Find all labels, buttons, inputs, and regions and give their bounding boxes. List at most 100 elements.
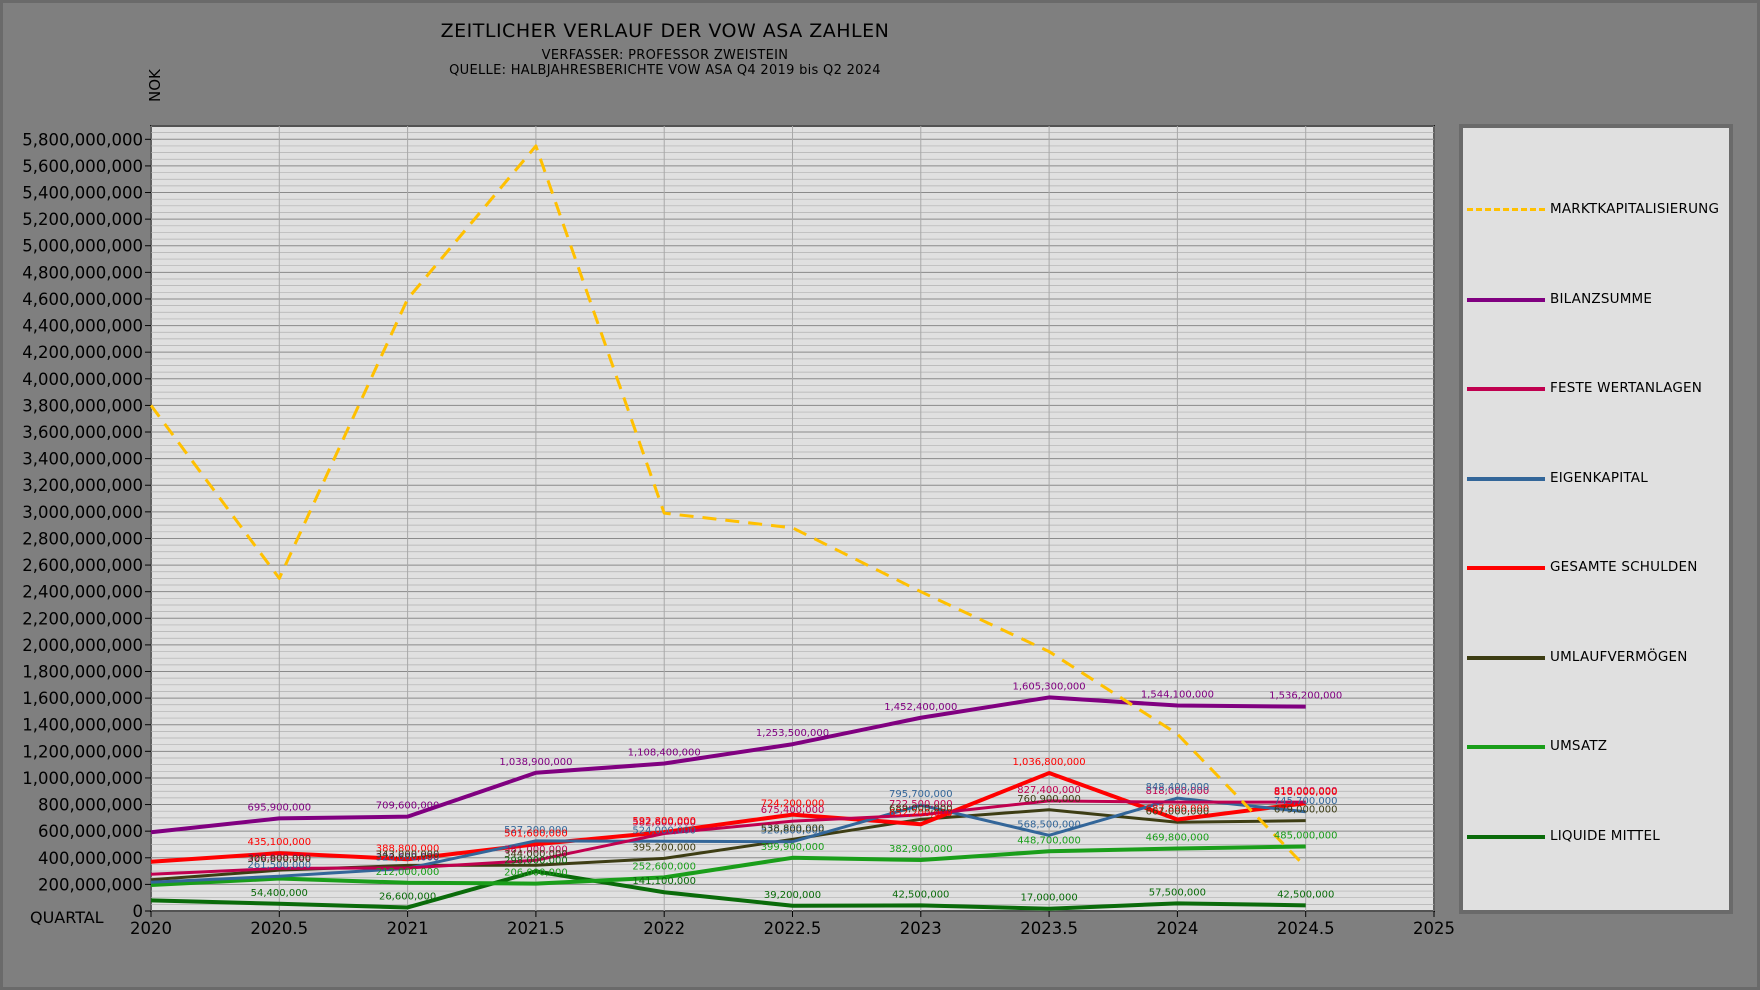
legend-label: UMSATZ	[1550, 738, 1608, 754]
y-tick-label: 4,600,000,000	[22, 290, 143, 309]
data-label: 388,800,000	[376, 843, 440, 854]
data-label: 141,100,000	[632, 876, 696, 887]
legend-label: GESAMTE SCHULDEN	[1550, 559, 1698, 575]
data-labels: 695,900,000 709,600,000 1,038,900,000 1,108…	[247, 681, 1342, 903]
data-label: 667,000,000	[1146, 806, 1210, 817]
title-block: ZEITLICHER VERLAUF DER VOW ASA ZAHLEN VE…	[0, 20, 1330, 78]
data-label: 722,500,000	[889, 799, 953, 810]
data-label: 212,000,000	[376, 867, 440, 878]
y-tick-label: 3,800,000,000	[22, 396, 143, 415]
legend-item: GESAMTE SCHULDEN	[1467, 558, 1727, 578]
legend-swatch	[1467, 745, 1545, 749]
legend-item: EIGENKAPITAL	[1467, 469, 1727, 489]
data-label: 39,200,000	[764, 890, 821, 901]
y-tick-label: 5,600,000,000	[22, 157, 143, 176]
y-tick-label: 4,400,000,000	[22, 317, 143, 336]
chart-subtitle-author: VERFASSER: PROFESSOR ZWEISTEIN	[541, 48, 789, 63]
y-tick-label: 2,000,000,000	[22, 636, 143, 655]
y-tick-label: 3,400,000,000	[22, 450, 143, 469]
x-tick-label: 2024	[1156, 919, 1198, 938]
data-label: 344,000,000	[504, 849, 568, 860]
y-tick-label: 2,200,000,000	[22, 609, 143, 628]
data-label: 1,536,200,000	[1269, 691, 1342, 702]
legend-label: EIGENKAPITAL	[1550, 469, 1648, 486]
data-label: 252,600,000	[632, 861, 696, 872]
data-label: 435,100,000	[247, 837, 311, 848]
data-label: 679,000,000	[1274, 805, 1338, 816]
y-tick-label: 1,400,000,000	[22, 716, 143, 735]
data-label: 827,400,000	[1017, 785, 1081, 796]
series-line-feste-wertanlagen	[150, 799, 1306, 876]
data-label: 538,800,000	[761, 823, 825, 834]
y-tick-label: 200,000,000	[38, 875, 143, 894]
y-axis-label: NOK	[146, 68, 164, 102]
x-tick-label: 2022.5	[764, 919, 822, 938]
legend-label: BILANZSUMME	[1550, 290, 1653, 307]
y-tick-label: 5,200,000,000	[22, 210, 143, 229]
data-label: 1,452,400,000	[884, 702, 957, 713]
legend-item: BILANZSUMME	[1467, 290, 1727, 310]
series-line-marktkapitalisierung	[149, 144, 1307, 869]
data-label: 298,000,000	[504, 855, 568, 866]
legend-item: MARKTKAPITALISIERUNG	[1467, 200, 1727, 220]
y-tick-label: 5,400,000,000	[22, 184, 143, 203]
data-label: 469,800,000	[1146, 832, 1210, 843]
x-tick-label: 2020.5	[250, 919, 308, 938]
y-tick-label: 3,600,000,000	[22, 423, 143, 442]
data-label: 306,800,000	[247, 854, 311, 865]
data-label: 592,800,000	[632, 816, 696, 827]
data-label: 320,600,000	[247, 852, 311, 863]
data-label: 1,036,800,000	[1013, 757, 1086, 768]
data-label: 818,000,000	[1146, 786, 1210, 797]
y-tick-label: 5,000,000,000	[22, 237, 143, 256]
y-tick-label: 2,800,000,000	[22, 529, 143, 548]
data-label: 261,500,000	[247, 860, 311, 871]
x-tick-label: 2020	[130, 919, 172, 938]
data-label: 17,000,000	[1020, 893, 1077, 904]
data-label: 57,500,000	[1149, 887, 1206, 898]
data-label: 1,544,100,000	[1141, 690, 1214, 701]
y-tick-label: 2,600,000,000	[22, 556, 143, 575]
series-line-gesamte-schulden	[150, 771, 1306, 864]
legend-item: UMLAUFVERMÖGEN	[1467, 648, 1727, 668]
data-label: 448,700,000	[1017, 835, 1081, 846]
legend-item: UMSATZ	[1467, 737, 1727, 757]
data-label: 42,500,000	[892, 889, 949, 900]
legend: MARKTKAPITALISIERUNG BILANZSUMME FESTE WER…	[1459, 124, 1733, 914]
y-tick-label: 5,800,000,000	[22, 130, 143, 149]
legend-swatch	[1467, 297, 1545, 302]
legend-swatch	[1467, 566, 1545, 570]
data-label: 42,500,000	[1277, 889, 1334, 900]
legend-label: LIQUIDE MITTEL	[1550, 827, 1660, 844]
data-label: 26,600,000	[379, 891, 436, 902]
chart-title: ZEITLICHER VERLAUF DER VOW ASA ZAHLEN	[440, 20, 890, 42]
legend-swatch	[1467, 476, 1545, 481]
legend-swatch	[1467, 208, 1545, 211]
data-label: 1,038,900,000	[499, 757, 572, 768]
series-line-liquide-mittel	[150, 869, 1306, 911]
y-tick-label: 4,800,000,000	[22, 263, 143, 282]
data-label: 652,200,000	[889, 808, 953, 819]
y-tick-label: 4,200,000,000	[22, 343, 143, 362]
data-label: 485,000,000	[1274, 830, 1338, 841]
y-axis-ticks: 0 200,000,000 400,000,000 600,000,000 800,00…	[22, 130, 151, 921]
legend-swatch	[1467, 387, 1545, 391]
y-tick-label: 600,000,000	[38, 822, 143, 841]
data-label: 687,800,000	[1146, 803, 1210, 814]
data-label: 848,400,000	[1146, 782, 1210, 793]
data-label: 206,000,000	[504, 868, 568, 879]
legend-label: UMLAUFVERMÖGEN	[1550, 648, 1688, 665]
x-tick-label: 2025	[1413, 919, 1455, 938]
data-label: 395,200,000	[632, 842, 696, 853]
data-label: 675,400,000	[761, 805, 825, 816]
x-axis-ticks: 2020 2020.5 2021 2021.5 2022 2022.5 2023 2023.5…	[130, 911, 1455, 938]
data-label: 382,900,000	[889, 844, 953, 855]
data-label: 810,000,000	[1274, 787, 1338, 798]
x-tick-label: 2023.5	[1020, 919, 1078, 938]
y-tick-label: 0	[133, 902, 144, 921]
legend-label: MARKTKAPITALISIERUNG	[1550, 201, 1720, 217]
legend-swatch	[1467, 655, 1545, 660]
data-label: 818,000,000	[1274, 786, 1338, 797]
y-tick-label: 1,200,000,000	[22, 742, 143, 761]
data-label: 1,253,500,000	[756, 728, 829, 739]
